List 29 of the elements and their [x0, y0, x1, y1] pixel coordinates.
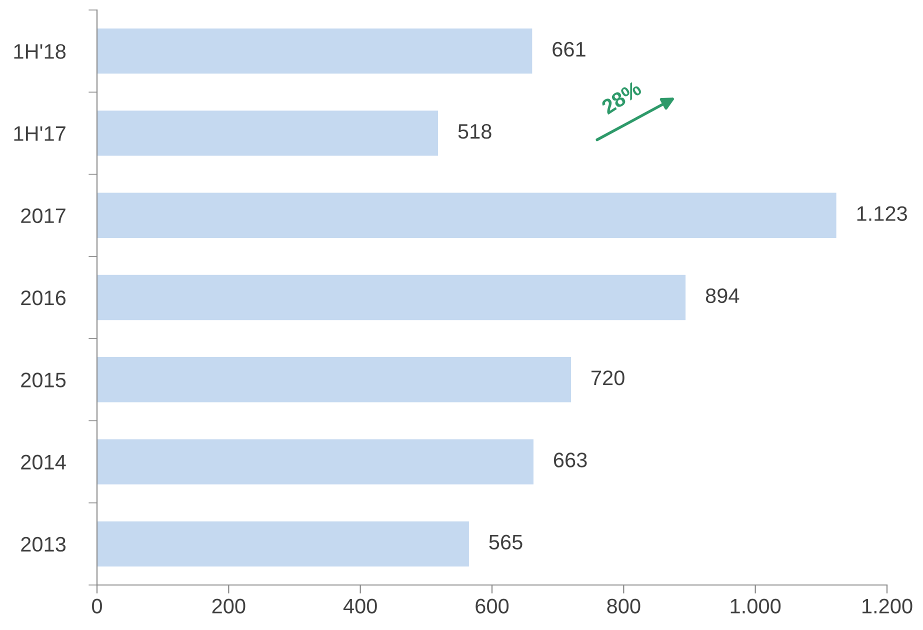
- x-tick-label: 1.000: [730, 598, 781, 614]
- data-label: 565: [489, 534, 522, 550]
- data-label: 720: [592, 370, 624, 386]
- data-label: 663: [554, 452, 587, 468]
- bar: [97, 110, 438, 156]
- x-tick-label: 1.200: [862, 598, 912, 614]
- y-tick-label: 2014: [21, 454, 66, 470]
- bar: [97, 439, 534, 484]
- annotation: 28%: [600, 80, 642, 115]
- x-tick-label: 200: [212, 598, 246, 614]
- data-label: 894: [706, 288, 740, 304]
- y-tick-label: 1H'18: [14, 44, 66, 59]
- bar: [97, 521, 469, 567]
- bar: [97, 274, 686, 320]
- data-label: 661: [552, 42, 586, 57]
- x-tick-label: 600: [476, 598, 509, 614]
- x-tick-label: 800: [607, 598, 640, 614]
- data-label: 518: [458, 124, 492, 139]
- y-tick-label: 1H'17: [14, 126, 66, 141]
- y-tick-label: 2015: [21, 372, 66, 388]
- bar: [97, 192, 836, 238]
- bar: [97, 357, 571, 402]
- data-label: 1.123: [857, 206, 907, 221]
- y-tick-label: 2013: [21, 536, 66, 552]
- y-tick-label: 2017: [21, 208, 66, 224]
- y-tick-label: 2016: [21, 290, 66, 306]
- x-tick-label: 0: [92, 598, 102, 614]
- bar: [97, 28, 532, 74]
- x-tick-label: 400: [343, 598, 377, 614]
